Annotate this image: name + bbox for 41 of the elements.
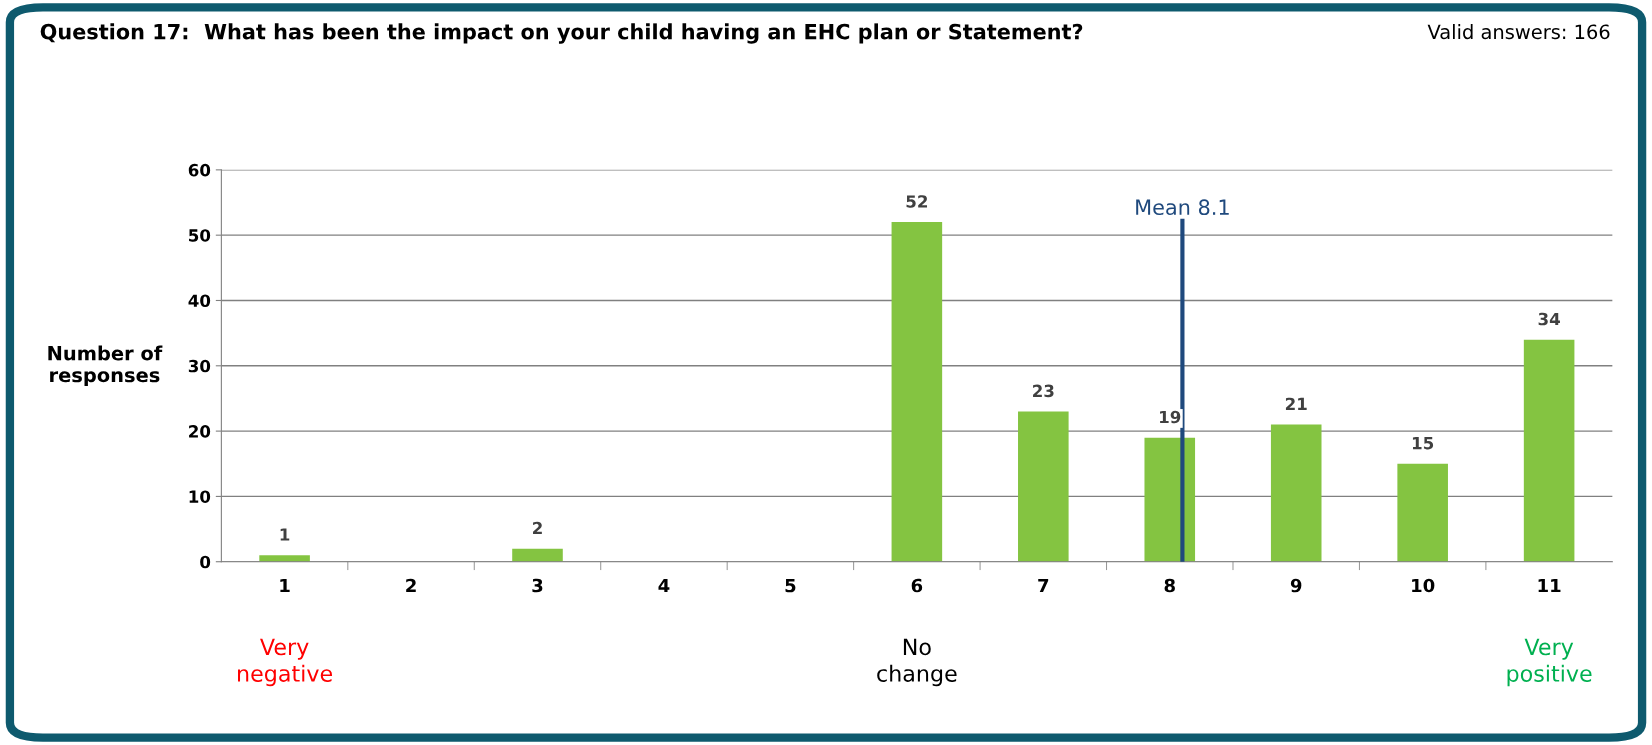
- bar: [891, 222, 943, 562]
- bar: [1523, 339, 1575, 562]
- data-label: 52: [906, 195, 928, 208]
- data-label: 15: [1412, 437, 1434, 450]
- x-tick-label: 6: [911, 578, 923, 593]
- x-tick-label: 3: [532, 578, 543, 593]
- data-label: 1: [280, 528, 290, 541]
- y-tick-label: 20: [189, 425, 211, 438]
- y-axis-title: Number of responses: [48, 345, 163, 387]
- x-tick-label: 7: [1038, 578, 1049, 593]
- data-label: 23: [1033, 384, 1054, 398]
- bar: [1018, 411, 1069, 562]
- y-tick-label: 60: [188, 163, 211, 177]
- data-label: 19: [1160, 410, 1181, 424]
- x-tick-label: 1: [280, 578, 290, 593]
- text: Very positive: [1507, 638, 1592, 687]
- text: Very negative: [238, 638, 332, 687]
- bar: [512, 548, 563, 562]
- data-label: 2: [533, 521, 542, 535]
- text: Valid answers: 166: [1427, 24, 1610, 40]
- x-tick-label: 11: [1538, 578, 1561, 593]
- y-tick-label: 0: [200, 555, 211, 569]
- y-tick-label: 30: [188, 359, 211, 373]
- x-tick-label: 2: [406, 578, 416, 593]
- bar: [1397, 463, 1448, 562]
- text: No change: [877, 638, 957, 687]
- y-tick-label: 40: [188, 294, 211, 308]
- bar: [259, 555, 310, 562]
- chart-title: Question 17: What has been the impact on your child having an EHC plan or Statement?: [40, 23, 1083, 44]
- x-tick-label: 5: [785, 578, 796, 593]
- bar: [1270, 424, 1322, 562]
- y-tick-label: 10: [189, 490, 211, 503]
- x-tick-label: 9: [1290, 578, 1302, 593]
- y-tick-label: 50: [189, 229, 211, 242]
- x-tick-label: 8: [1164, 578, 1175, 593]
- bar: [1144, 437, 1196, 562]
- x-tick-label: 4: [658, 578, 670, 593]
- ref-line-label: Mean 8.1: [1136, 199, 1229, 216]
- x-tick-label: 10: [1412, 578, 1435, 593]
- data-label: 34: [1538, 312, 1560, 326]
- data-label: 21: [1285, 397, 1307, 410]
